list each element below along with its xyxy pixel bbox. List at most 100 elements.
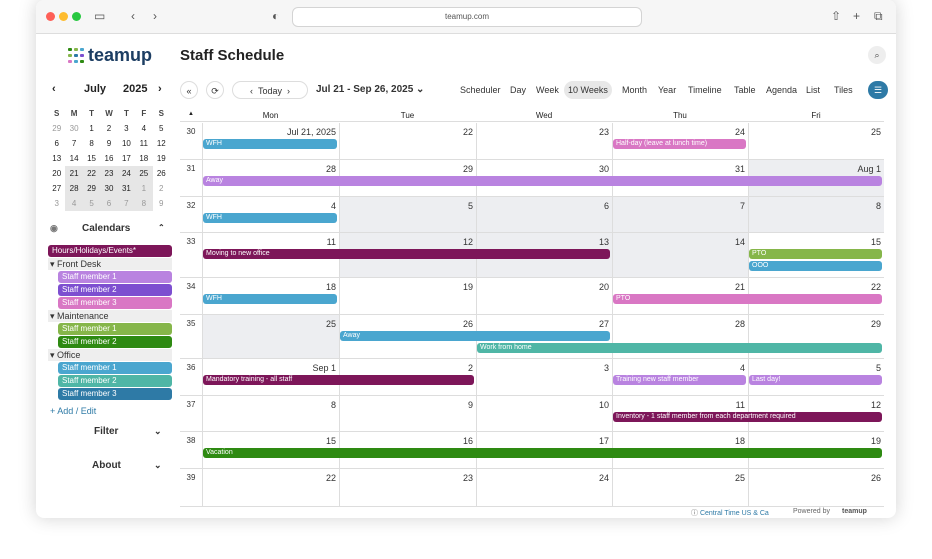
day-number[interactable]: 10 bbox=[598, 400, 609, 410]
mini-day[interactable]: 23 bbox=[100, 166, 118, 181]
day-cell[interactable]: 8 bbox=[748, 197, 884, 232]
about-section[interactable]: About ⌄ bbox=[48, 460, 172, 476]
day-number[interactable]: 4 bbox=[739, 363, 745, 373]
mini-day[interactable]: 11 bbox=[139, 139, 148, 148]
mini-day[interactable]: 6 bbox=[100, 196, 118, 211]
calendar-item[interactable]: Staff member 3 bbox=[58, 297, 172, 309]
day-cell[interactable]: 22 bbox=[202, 469, 339, 506]
day-cell[interactable]: 4 bbox=[612, 359, 748, 395]
calendar-group-0[interactable]: ▾ Front Desk bbox=[48, 258, 172, 270]
day-cell[interactable]: 5 bbox=[339, 197, 476, 232]
view-tiles[interactable]: Tiles bbox=[834, 85, 853, 95]
day-number[interactable]: 23 bbox=[462, 473, 473, 483]
day-number[interactable]: 15 bbox=[870, 237, 881, 247]
day-number[interactable]: 26 bbox=[870, 473, 881, 483]
mini-day[interactable]: 1 bbox=[89, 124, 94, 133]
mini-day[interactable]: 14 bbox=[69, 154, 79, 163]
event-bar[interactable]: Vacation bbox=[203, 448, 882, 458]
mini-day[interactable]: 31 bbox=[117, 181, 136, 196]
url-bar[interactable]: teamup.com bbox=[292, 7, 642, 27]
week-number[interactable]: 33 bbox=[186, 237, 196, 246]
day-number[interactable]: 22 bbox=[870, 282, 881, 292]
calendars-header[interactable]: ◉ Calendars ⌃ bbox=[48, 223, 172, 239]
calendar-group-1[interactable]: ▾ Maintenance bbox=[48, 310, 172, 322]
day-number[interactable]: 3 bbox=[603, 363, 609, 373]
prev-month-icon[interactable]: ‹ bbox=[52, 83, 56, 95]
close-window-icon[interactable] bbox=[46, 12, 55, 21]
calendar-item[interactable]: Staff member 1 bbox=[58, 323, 172, 335]
day-number[interactable]: 23 bbox=[598, 127, 609, 137]
week-number[interactable]: 36 bbox=[186, 363, 196, 372]
mini-day[interactable]: 7 bbox=[71, 139, 77, 148]
caret-down-icon[interactable]: ▾ bbox=[50, 259, 58, 269]
day-cell[interactable]: 26 bbox=[339, 315, 476, 358]
calendar-group-2[interactable]: ▾ Office bbox=[48, 349, 172, 361]
day-cell[interactable]: 3 bbox=[476, 359, 612, 395]
mini-day[interactable]: 30 bbox=[69, 124, 79, 133]
mini-day[interactable]: 22 bbox=[82, 166, 101, 181]
mini-day[interactable]: 4 bbox=[65, 196, 83, 211]
day-number[interactable]: 28 bbox=[734, 319, 745, 329]
day-number[interactable]: 7 bbox=[739, 201, 745, 211]
mini-day[interactable]: 4 bbox=[141, 124, 147, 133]
day-number[interactable]: 18 bbox=[325, 282, 336, 292]
mini-day[interactable]: 2 bbox=[106, 124, 112, 133]
day-cell[interactable]: 14 bbox=[612, 233, 748, 277]
day-cell[interactable]: Sep 1 bbox=[202, 359, 339, 395]
mini-day[interactable]: 3 bbox=[54, 199, 59, 208]
event-bar[interactable]: PTO bbox=[613, 294, 882, 304]
event-bar[interactable]: Half-day (leave at lunch time) bbox=[613, 139, 746, 149]
add-edit-link[interactable]: + Add / Edit bbox=[50, 406, 97, 416]
week-number[interactable]: 31 bbox=[186, 164, 196, 173]
day-number[interactable]: 24 bbox=[734, 127, 745, 137]
view-agenda[interactable]: Agenda bbox=[766, 85, 798, 95]
new-tab-icon[interactable]: + bbox=[853, 9, 861, 23]
minimize-window-icon[interactable] bbox=[59, 12, 68, 21]
calendar-item[interactable]: Staff member 1 bbox=[58, 271, 172, 283]
calendar-item[interactable]: Staff member 2 bbox=[58, 375, 172, 387]
day-number[interactable]: 28 bbox=[325, 164, 336, 174]
chevron-up-icon[interactable]: ⌃ bbox=[158, 223, 165, 232]
teamup-logo[interactable]: teamup bbox=[68, 45, 152, 66]
event-bar[interactable]: Away bbox=[203, 176, 882, 186]
search-icon[interactable]: ⌕ bbox=[868, 46, 886, 64]
view-table[interactable]: Table bbox=[734, 85, 756, 95]
calendar-item[interactable]: Staff member 3 bbox=[58, 388, 172, 400]
day-number[interactable]: 22 bbox=[462, 127, 473, 137]
date-range-picker[interactable]: Jul 21 - Sep 26, 2025 ⌄ bbox=[316, 84, 425, 95]
next-range-icon[interactable]: › bbox=[282, 86, 291, 96]
day-number[interactable]: 11 bbox=[326, 237, 336, 247]
day-cell[interactable]: 19 bbox=[339, 278, 476, 314]
day-cell[interactable]: 7 bbox=[612, 197, 748, 232]
day-cell[interactable]: 8 bbox=[202, 396, 339, 431]
event-bar[interactable]: Work from home bbox=[477, 343, 882, 353]
mini-day[interactable]: 19 bbox=[156, 154, 166, 163]
view-month[interactable]: Month bbox=[622, 85, 648, 95]
week-number[interactable]: 38 bbox=[186, 436, 196, 445]
mini-day[interactable]: 29 bbox=[82, 181, 101, 196]
day-number[interactable]: Jul 21, 2025 bbox=[286, 127, 336, 137]
mini-day[interactable]: 21 bbox=[65, 166, 83, 181]
day-number[interactable]: 17 bbox=[598, 436, 609, 446]
day-cell[interactable]: 10 bbox=[476, 396, 612, 431]
day-number[interactable]: 16 bbox=[462, 436, 473, 446]
day-number[interactable]: 22 bbox=[325, 473, 336, 483]
share-icon[interactable]: ⇧ bbox=[831, 9, 842, 23]
event-bar[interactable]: Moving to new office bbox=[203, 249, 610, 259]
day-cell[interactable]: 23 bbox=[476, 123, 612, 159]
mini-day[interactable]: 30 bbox=[100, 181, 118, 196]
day-cell[interactable]: 11 bbox=[202, 233, 339, 277]
calendar-top[interactable]: Hours/Holidays/Events* bbox=[48, 245, 172, 257]
mini-day[interactable]: 10 bbox=[121, 139, 131, 148]
day-number[interactable]: 25 bbox=[870, 127, 881, 137]
mini-day[interactable]: 29 bbox=[52, 124, 62, 133]
event-bar[interactable]: Inventory - 1 staff member from each dep… bbox=[613, 412, 882, 422]
mini-day[interactable]: 18 bbox=[139, 154, 149, 163]
filter-section[interactable]: Filter ⌄ bbox=[48, 426, 172, 442]
day-cell[interactable]: Jul 21, 2025 bbox=[202, 123, 339, 159]
day-cell[interactable]: 24 bbox=[612, 123, 748, 159]
day-cell[interactable]: 18 bbox=[202, 278, 339, 314]
event-bar[interactable]: WFH bbox=[203, 213, 337, 223]
day-cell[interactable]: 24 bbox=[476, 469, 612, 506]
day-number[interactable]: 4 bbox=[330, 201, 336, 211]
